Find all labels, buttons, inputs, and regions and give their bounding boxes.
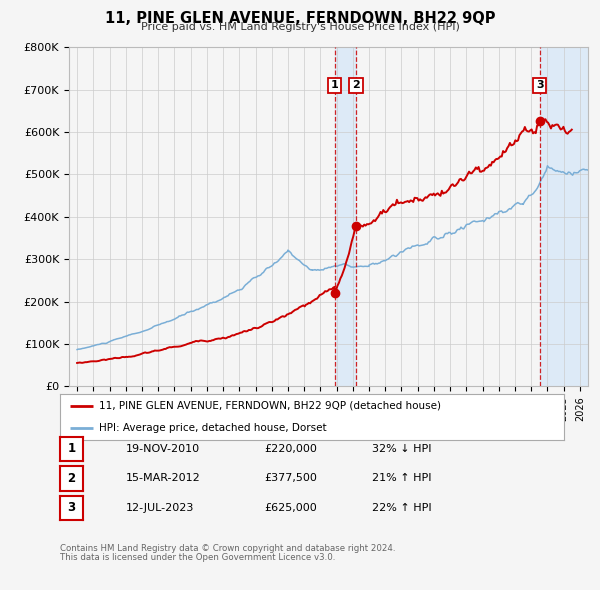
Text: Price paid vs. HM Land Registry's House Price Index (HPI): Price paid vs. HM Land Registry's House … <box>140 22 460 32</box>
Text: Contains HM Land Registry data © Crown copyright and database right 2024.: Contains HM Land Registry data © Crown c… <box>60 545 395 553</box>
Text: 2: 2 <box>67 472 76 485</box>
Text: £625,000: £625,000 <box>264 503 317 513</box>
Text: 11, PINE GLEN AVENUE, FERNDOWN, BH22 9QP: 11, PINE GLEN AVENUE, FERNDOWN, BH22 9QP <box>105 11 495 25</box>
Text: HPI: Average price, detached house, Dorset: HPI: Average price, detached house, Dors… <box>100 423 327 433</box>
Text: 3: 3 <box>536 80 544 90</box>
Text: 1: 1 <box>67 442 76 455</box>
Text: 21% ↑ HPI: 21% ↑ HPI <box>372 474 431 483</box>
Text: £377,500: £377,500 <box>264 474 317 483</box>
Bar <box>540 47 588 386</box>
Text: 12-JUL-2023: 12-JUL-2023 <box>126 503 194 513</box>
Text: 32% ↓ HPI: 32% ↓ HPI <box>372 444 431 454</box>
Text: 3: 3 <box>67 502 76 514</box>
Text: 19-NOV-2010: 19-NOV-2010 <box>126 444 200 454</box>
Text: 22% ↑ HPI: 22% ↑ HPI <box>372 503 431 513</box>
Text: 2: 2 <box>352 80 360 90</box>
Bar <box>335 47 356 386</box>
Text: 1: 1 <box>331 80 338 90</box>
Text: This data is licensed under the Open Government Licence v3.0.: This data is licensed under the Open Gov… <box>60 553 335 562</box>
Text: 15-MAR-2012: 15-MAR-2012 <box>126 474 201 483</box>
Text: £220,000: £220,000 <box>264 444 317 454</box>
Text: 11, PINE GLEN AVENUE, FERNDOWN, BH22 9QP (detached house): 11, PINE GLEN AVENUE, FERNDOWN, BH22 9QP… <box>100 401 442 411</box>
